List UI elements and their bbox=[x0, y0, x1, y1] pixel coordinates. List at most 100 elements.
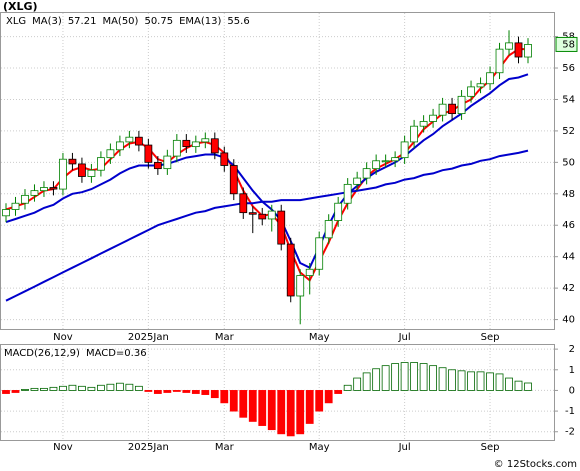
macd-bar bbox=[106, 383, 115, 391]
candle-body bbox=[495, 48, 504, 74]
candle-body bbox=[343, 183, 352, 204]
candle-body bbox=[305, 268, 314, 276]
candle-body bbox=[106, 149, 115, 159]
candle-body bbox=[267, 210, 276, 220]
macd-bar bbox=[353, 377, 362, 391]
candle-body bbox=[429, 114, 437, 122]
macd-bar bbox=[410, 362, 419, 391]
macd-bar bbox=[201, 390, 210, 395]
candle-body bbox=[97, 157, 105, 171]
macd-bar bbox=[505, 377, 513, 391]
candle-body bbox=[229, 165, 238, 195]
y-tick-label: 2 bbox=[569, 344, 575, 355]
candle-body bbox=[400, 141, 409, 159]
macd-bar bbox=[87, 386, 96, 391]
candle-body bbox=[49, 187, 58, 190]
macd-bar bbox=[267, 390, 276, 431]
legend-text: 50.75 bbox=[144, 16, 173, 27]
candle-body bbox=[277, 210, 286, 245]
candle-body bbox=[11, 202, 20, 210]
macd-bar bbox=[248, 390, 257, 422]
legend-text: 57.21 bbox=[68, 16, 97, 27]
x-tick-label: 2025Jan bbox=[128, 332, 169, 343]
candle-body bbox=[448, 103, 456, 115]
macd-bar bbox=[305, 390, 314, 424]
macd-bar bbox=[182, 390, 191, 393]
candle-body bbox=[353, 177, 362, 185]
x-tick-label: Mar bbox=[215, 332, 235, 343]
y-tick-label: 48 bbox=[562, 189, 575, 200]
price-tag-box bbox=[555, 36, 578, 52]
y-tick-label: 44 bbox=[562, 252, 575, 263]
macd-bar bbox=[144, 390, 153, 392]
x-tick-label: Jul bbox=[398, 332, 411, 343]
macd-bar bbox=[438, 367, 447, 391]
candle-body bbox=[248, 212, 257, 215]
y-tick-label: 54 bbox=[562, 94, 575, 105]
macd-bar bbox=[30, 387, 39, 391]
candle-body bbox=[78, 163, 86, 177]
macd-bar bbox=[258, 390, 267, 426]
candle-body bbox=[2, 209, 10, 217]
x-tick-label: Mar bbox=[215, 442, 235, 453]
y-tick-label: 0 bbox=[569, 385, 575, 396]
macd-bar bbox=[97, 384, 105, 391]
macd-bar bbox=[400, 362, 409, 391]
line-series bbox=[5, 149, 529, 302]
macd-bar bbox=[429, 365, 437, 391]
macd-bar bbox=[220, 390, 229, 404]
x-tick-label: Nov bbox=[53, 442, 73, 453]
line-series bbox=[5, 73, 529, 270]
x-tick-label: Nov bbox=[53, 332, 73, 343]
macd-bar bbox=[229, 390, 238, 412]
macd-bar bbox=[381, 365, 390, 391]
candle-body bbox=[486, 72, 494, 85]
candle-body bbox=[182, 139, 191, 148]
legend-text: EMA(13) bbox=[179, 16, 221, 27]
y-tick-label: 40 bbox=[562, 315, 575, 326]
x-tick-label: Sep bbox=[481, 332, 500, 343]
macd-bar bbox=[134, 385, 143, 391]
y-tick-label: 50 bbox=[562, 157, 575, 168]
candle-body bbox=[410, 125, 419, 143]
macd-bar bbox=[391, 363, 400, 391]
macd-bar bbox=[2, 390, 10, 394]
legend-text: MA(3) bbox=[32, 16, 62, 27]
macd-bar bbox=[324, 390, 333, 404]
macd-bar bbox=[277, 390, 286, 435]
candle-body bbox=[324, 220, 333, 239]
candle-body bbox=[372, 160, 381, 170]
candle-body bbox=[191, 141, 200, 148]
macd-bar bbox=[210, 390, 219, 399]
macd-bar bbox=[315, 390, 324, 412]
macd-bar bbox=[419, 363, 428, 391]
x-tick-label: Sep bbox=[481, 442, 500, 453]
chart-title: (XLG) bbox=[3, 0, 38, 13]
legend-text: MA(50) bbox=[102, 16, 138, 27]
y-tick-label: 56 bbox=[562, 63, 575, 74]
candle-body bbox=[505, 42, 513, 50]
macd-bar bbox=[448, 369, 456, 391]
candle-body bbox=[258, 213, 267, 220]
macd-bar bbox=[486, 372, 494, 391]
x-tick-label: 2025Jan bbox=[128, 442, 169, 453]
candle-body bbox=[296, 275, 305, 297]
macd-bar bbox=[514, 380, 523, 391]
candle-body bbox=[201, 138, 210, 143]
candle-body bbox=[68, 158, 77, 165]
x-tick-label: May bbox=[309, 442, 330, 453]
candle-body bbox=[514, 42, 523, 58]
candle-body bbox=[153, 161, 162, 170]
candle-body bbox=[115, 141, 124, 151]
candle-body bbox=[391, 157, 400, 162]
macd-bar bbox=[286, 390, 295, 437]
macd-bar bbox=[457, 370, 466, 391]
y-tick-label: 52 bbox=[562, 126, 575, 137]
candle-body bbox=[457, 95, 466, 115]
macd-bar bbox=[495, 373, 504, 391]
y-tick-label: 46 bbox=[562, 220, 575, 231]
macd-panel bbox=[0, 344, 555, 441]
x-tick-label: Jul bbox=[398, 442, 411, 453]
legend-text: XLG bbox=[6, 16, 26, 27]
